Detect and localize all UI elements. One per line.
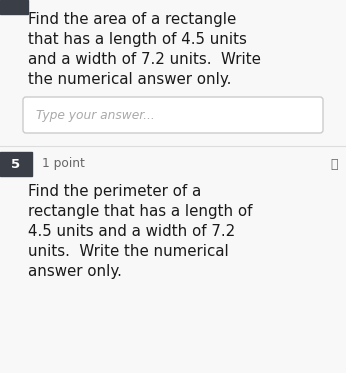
Text: Find the perimeter of a: Find the perimeter of a [28,184,201,199]
Text: 1 point: 1 point [42,157,85,170]
Text: 4.5 units and a width of 7.2: 4.5 units and a width of 7.2 [28,224,235,239]
Text: units.  Write the numerical: units. Write the numerical [28,244,229,259]
Text: 5: 5 [11,157,20,170]
Bar [0,152,32,176]
FancyBboxPatch shape [23,97,323,133]
Text: answer only.: answer only. [28,264,122,279]
Text: that has a length of 4.5 units: that has a length of 4.5 units [28,32,247,47]
Text: Type your answer...: Type your answer... [36,109,155,122]
Text: rectangle that has a length of: rectangle that has a length of [28,204,253,219]
Text: the numerical answer only.: the numerical answer only. [28,72,231,87]
Bar [0,0,28,14]
Text: 🖈: 🖈 [330,157,338,170]
Text: Find the area of a rectangle: Find the area of a rectangle [28,12,236,27]
Text: and a width of 7.2 units.  Write: and a width of 7.2 units. Write [28,52,261,67]
